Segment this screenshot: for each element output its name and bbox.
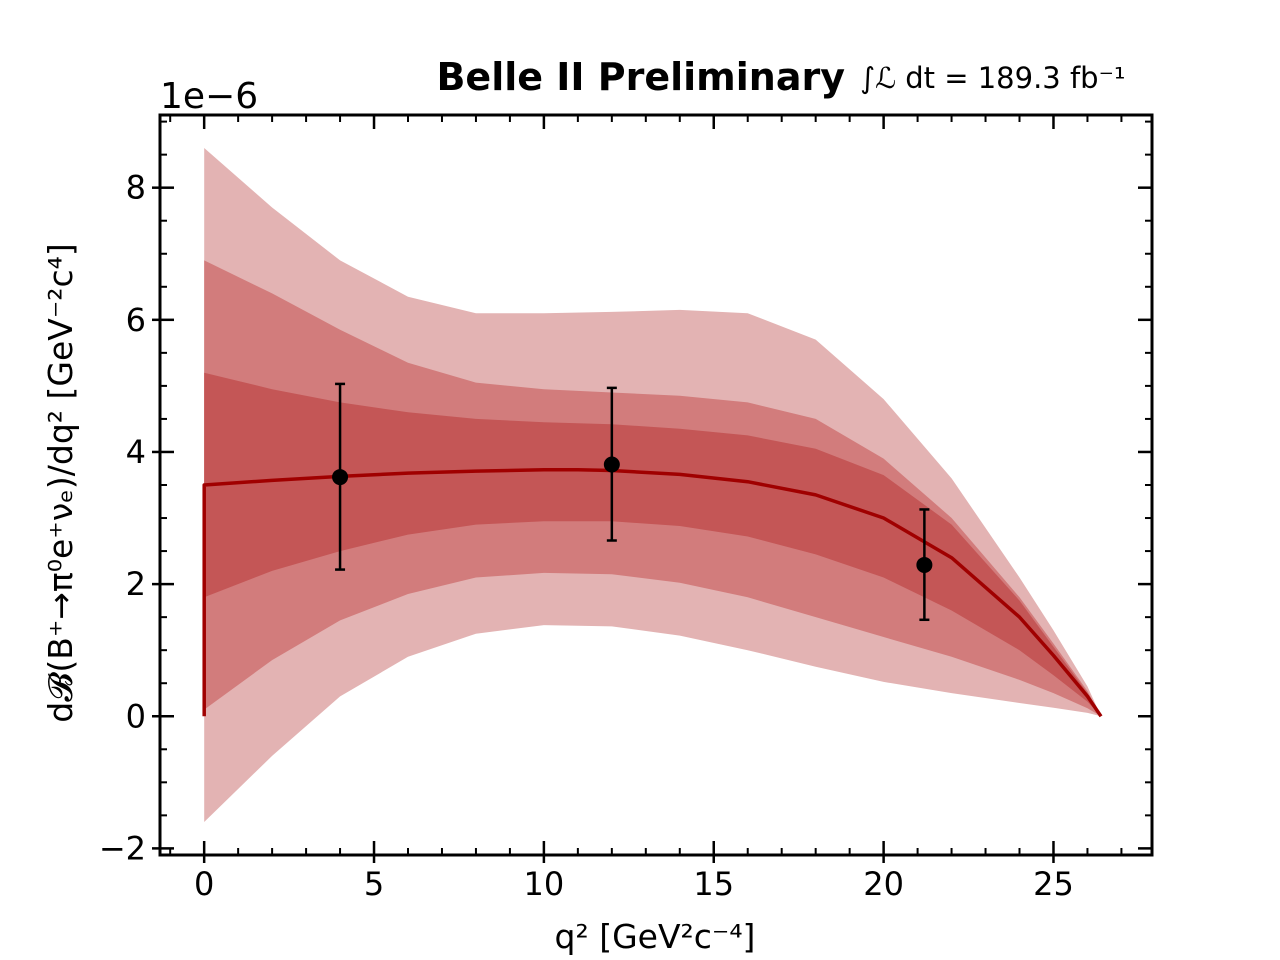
y-offset-label: 1e−6: [160, 76, 258, 117]
uncertainty-bands: [204, 148, 1101, 822]
data-point: [332, 382, 349, 571]
band-1σ: [204, 372, 1101, 717]
x-tick-label: 15: [693, 865, 734, 903]
y-tick-label: 4: [126, 433, 146, 471]
x-tick-label: 20: [863, 865, 904, 903]
data-point: [603, 386, 620, 542]
axis-ticks: [152, 115, 1152, 863]
x-tick-label: 10: [524, 865, 565, 903]
x-tick-label: 5: [364, 865, 384, 903]
data-marker: [332, 469, 349, 486]
data-marker: [916, 556, 933, 573]
y-axis-label: d𝓑(B⁺→π⁰e⁺νₑ)/dq² [GeV⁻²c⁴]: [41, 243, 80, 722]
luminosity-label: ∫ℒ dt = 189.3 fb⁻¹: [860, 61, 1126, 95]
data-marker: [603, 456, 620, 473]
data-points-layer: [332, 382, 933, 622]
y-tick-label: −2: [99, 829, 146, 867]
tick-labels: 0 5 10 15 20 25 −2 0 2 4 6 8: [99, 169, 1074, 903]
fit-curve: [202, 468, 1103, 718]
x-tick-label: 25: [1033, 865, 1074, 903]
data-point: [916, 508, 933, 622]
y-tick-label: 2: [126, 565, 146, 603]
x-axis-label: q² [GeV²c⁻⁴]: [555, 917, 756, 956]
chart-title: Belle II Preliminary: [436, 55, 845, 99]
fit-curve-layer: [202, 468, 1103, 718]
y-tick-label: 8: [126, 169, 146, 207]
y-tick-label: 0: [126, 697, 146, 735]
x-tick-label: 0: [194, 865, 214, 903]
y-tick-label: 6: [126, 301, 146, 339]
